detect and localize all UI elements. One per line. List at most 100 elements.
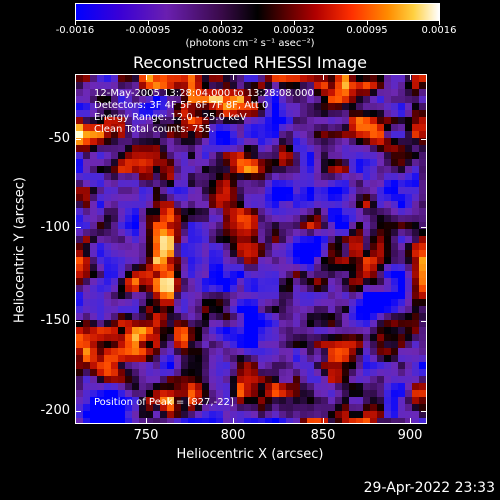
image-pixel bbox=[300, 229, 308, 237]
image-pixel bbox=[174, 243, 182, 251]
image-pixel bbox=[349, 271, 357, 279]
image-pixel bbox=[202, 110, 210, 118]
image-pixel bbox=[314, 299, 322, 307]
image-pixel bbox=[412, 313, 420, 321]
image-pixel bbox=[370, 397, 378, 405]
image-pixel bbox=[237, 117, 245, 125]
image-pixel bbox=[188, 180, 196, 188]
image-pixel bbox=[244, 320, 252, 328]
image-pixel bbox=[335, 404, 343, 412]
image-pixel bbox=[118, 236, 126, 244]
image-pixel bbox=[307, 82, 315, 90]
image-pixel bbox=[125, 180, 133, 188]
image-pixel bbox=[111, 397, 119, 405]
image-pixel bbox=[307, 187, 315, 195]
image-pixel bbox=[384, 96, 392, 104]
image-pixel bbox=[314, 166, 322, 174]
image-pixel bbox=[272, 103, 280, 111]
image-pixel bbox=[314, 411, 322, 419]
image-pixel bbox=[83, 166, 91, 174]
image-pixel bbox=[111, 264, 119, 272]
image-pixel bbox=[230, 327, 238, 335]
image-pixel bbox=[279, 159, 287, 167]
image-pixel bbox=[342, 124, 350, 132]
image-pixel bbox=[139, 250, 147, 258]
image-pixel bbox=[132, 327, 140, 335]
image-pixel bbox=[97, 306, 105, 314]
image-pixel bbox=[160, 117, 168, 125]
image-pixel bbox=[419, 110, 426, 118]
image-pixel bbox=[209, 299, 217, 307]
image-pixel bbox=[237, 264, 245, 272]
image-pixel bbox=[398, 103, 406, 111]
image-pixel bbox=[104, 75, 112, 83]
image-pixel bbox=[139, 404, 147, 412]
image-pixel bbox=[167, 390, 175, 398]
image-pixel bbox=[209, 117, 217, 125]
image-pixel bbox=[90, 124, 98, 132]
image-pixel bbox=[188, 82, 196, 90]
image-pixel bbox=[251, 215, 259, 223]
image-pixel bbox=[139, 243, 147, 251]
image-pixel bbox=[314, 278, 322, 286]
image-pixel bbox=[132, 166, 140, 174]
image-pixel bbox=[342, 418, 350, 423]
x-tick bbox=[323, 418, 324, 424]
image-pixel bbox=[188, 390, 196, 398]
image-pixel bbox=[209, 313, 217, 321]
image-pixel bbox=[342, 320, 350, 328]
image-pixel bbox=[286, 124, 294, 132]
image-pixel bbox=[265, 348, 273, 356]
image-pixel bbox=[349, 285, 357, 293]
image-pixel bbox=[398, 166, 406, 174]
image-pixel bbox=[335, 208, 343, 216]
image-pixel bbox=[209, 222, 217, 230]
image-pixel bbox=[377, 376, 385, 384]
image-pixel bbox=[244, 229, 252, 237]
image-pixel bbox=[237, 390, 245, 398]
image-pixel bbox=[132, 369, 140, 377]
image-pixel bbox=[223, 397, 231, 405]
image-pixel bbox=[111, 376, 119, 384]
image-pixel bbox=[286, 159, 294, 167]
image-pixel bbox=[195, 138, 203, 146]
image-pixel bbox=[125, 369, 133, 377]
image-pixel bbox=[202, 306, 210, 314]
image-pixel bbox=[216, 411, 224, 419]
image-pixel bbox=[251, 103, 259, 111]
image-pixel bbox=[328, 257, 336, 265]
image-pixel bbox=[328, 348, 336, 356]
image-pixel bbox=[139, 131, 147, 139]
image-pixel bbox=[342, 89, 350, 97]
image-pixel bbox=[279, 166, 287, 174]
image-pixel bbox=[118, 285, 126, 293]
image-pixel bbox=[363, 390, 371, 398]
image-pixel bbox=[314, 376, 322, 384]
image-pixel bbox=[118, 82, 126, 90]
image-pixel bbox=[370, 82, 378, 90]
image-pixel bbox=[90, 75, 98, 83]
image-pixel bbox=[153, 292, 161, 300]
image-pixel bbox=[307, 369, 315, 377]
image-pixel bbox=[132, 334, 140, 342]
image-pixel bbox=[265, 243, 273, 251]
image-pixel bbox=[391, 376, 399, 384]
image-pixel bbox=[111, 362, 119, 370]
image-pixel bbox=[230, 138, 238, 146]
image-pixel bbox=[258, 418, 266, 423]
colorbar-label: -0.00095 bbox=[125, 25, 171, 36]
image-pixel bbox=[209, 264, 217, 272]
image-pixel bbox=[370, 285, 378, 293]
image-pixel bbox=[251, 82, 259, 90]
image-pixel bbox=[83, 299, 91, 307]
image-pixel bbox=[335, 320, 343, 328]
image-pixel bbox=[363, 236, 371, 244]
image-pixel bbox=[405, 257, 413, 265]
image-pixel bbox=[202, 250, 210, 258]
image-pixel bbox=[223, 236, 231, 244]
image-pixel bbox=[293, 215, 301, 223]
image-pixel bbox=[132, 341, 140, 349]
image-pixel bbox=[118, 411, 126, 419]
image-pixel bbox=[139, 390, 147, 398]
image-pixel bbox=[391, 390, 399, 398]
